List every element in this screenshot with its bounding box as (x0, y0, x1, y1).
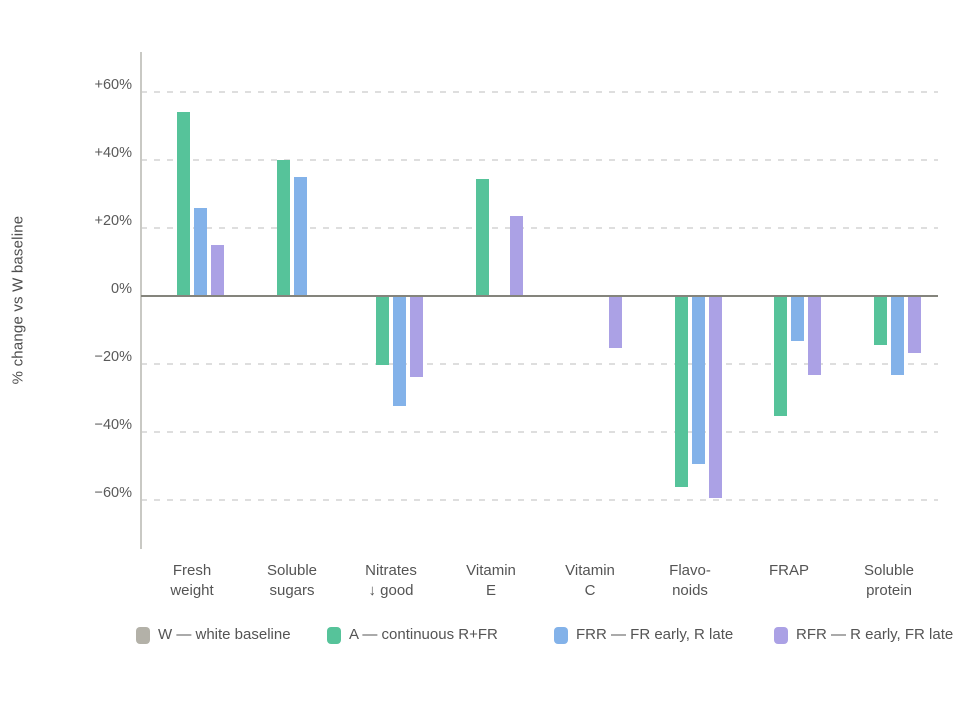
y-axis-line (140, 52, 142, 549)
zero-baseline (141, 295, 938, 297)
bar-RFR-soluble-protein (908, 297, 921, 353)
gridline (141, 159, 938, 161)
legend-swatch-icon-W (136, 626, 150, 644)
y-tick-label: −40% (94, 417, 133, 433)
bar-A-vitamin-e (476, 179, 489, 296)
bar-FRR-soluble-sugars (294, 177, 307, 296)
x-axis-label-vitamin-e: Vitamin E (466, 562, 516, 599)
bar-RFR-vitamin-c (609, 297, 622, 348)
y-tick-label: −60% (94, 485, 133, 501)
legend-swatch-icon-A (327, 626, 341, 644)
y-tick-label: +20% (94, 213, 133, 229)
x-axis-label-flavonoids: Flavo-noids (669, 562, 711, 599)
y-tick-label: +60% (94, 77, 133, 93)
x-axis-label-fresh-weight: Fresh weight (170, 562, 214, 599)
bar-A-flavonoids (675, 297, 688, 487)
legend-label: FRR — FR early, R late (576, 626, 734, 643)
gridline (141, 363, 938, 365)
bar-FRR-nitrates (393, 297, 406, 406)
bar-A-soluble-sugars (277, 160, 290, 296)
bar-RFR-nitrates (410, 297, 423, 377)
gridline (141, 431, 938, 433)
legend-item-FRR: FRR — FR early, R late (554, 626, 733, 644)
y-tick-label: +40% (94, 145, 133, 161)
legend-label: RFR — R early, FR late (796, 626, 954, 643)
bar-FRR-frap (791, 297, 804, 341)
bar-A-soluble-protein (874, 297, 887, 345)
bar-A-nitrates (376, 297, 389, 365)
gridline (141, 499, 938, 501)
x-axis-label-soluble-sugars: Soluble sugars (266, 562, 318, 599)
bar-FRR-flavonoids (692, 297, 705, 464)
legend-label: W — white baseline (158, 626, 291, 643)
legend-item-W: W — white baseline (136, 626, 291, 644)
x-axis-label-frap: FRAP (768, 562, 809, 579)
bar-RFR-fresh-weight (211, 245, 224, 296)
legend-swatch-icon-RFR (774, 626, 788, 644)
legend-item-A: A — continuous R+FR (327, 626, 498, 644)
y-tick-label: 0% (111, 281, 132, 297)
legend-item-RFR: RFR — R early, FR late (774, 626, 953, 644)
gridline (141, 91, 938, 93)
bar-FRR-soluble-protein (891, 297, 904, 375)
x-axis-label-soluble-protein: Soluble protein (863, 562, 915, 599)
bar-RFR-vitamin-e (510, 216, 523, 296)
y-tick-label: −20% (94, 349, 133, 365)
x-axis-label-vitamin-c: Vitamin C (565, 562, 615, 599)
gridline (141, 227, 938, 229)
bar-A-fresh-weight (177, 112, 190, 296)
y-axis-title: % change vs W baseline (9, 215, 27, 385)
bar-RFR-frap (808, 297, 821, 375)
bar-RFR-flavonoids (709, 297, 722, 498)
bar-FRR-fresh-weight (194, 208, 207, 296)
legend-label: A — continuous R+FR (349, 626, 498, 643)
legend-swatch-icon-FRR (554, 626, 568, 644)
bar-A-frap (774, 297, 787, 416)
x-axis-label-nitrates: Nitrates ↓ good (365, 562, 417, 599)
